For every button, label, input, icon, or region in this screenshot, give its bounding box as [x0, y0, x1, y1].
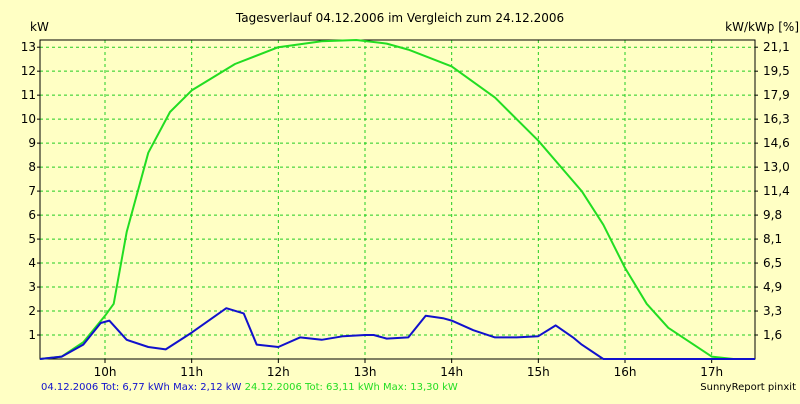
y-tick-label-right: 9,8: [763, 208, 782, 222]
y-tick-label-right: 1,6: [763, 328, 782, 342]
series-layer: [39, 39, 755, 360]
y-tick-label-right: 6,5: [763, 256, 782, 270]
y-tick-label-right: 4,9: [763, 280, 782, 294]
y-tick-label-left: 6: [28, 208, 36, 222]
y-tick-label-right: 14,6: [763, 136, 790, 150]
legend-item-24-12-2006: 24.12.2006 Tot: 63,11 kWh Max: 13,30 kW: [244, 382, 458, 393]
ticks-layer: 123456789101112131,63,34,96,58,19,811,41…: [21, 40, 790, 379]
y-axis-label-left: kW: [30, 20, 49, 34]
y-axis-label-right: kW/kWp [%]: [725, 20, 799, 34]
y-tick-label-right: 3,3: [763, 304, 782, 318]
y-tick-label-left: 5: [28, 232, 36, 246]
x-tick-label: 10h: [94, 365, 117, 379]
y-tick-label-right: 19,5: [763, 64, 790, 78]
y-tick-label-right: 11,4: [763, 184, 790, 198]
y-tick-label-left: 11: [21, 88, 36, 102]
y-tick-label-left: 7: [28, 184, 36, 198]
brand-label: SunnyReport pinxit: [700, 382, 796, 393]
x-tick-label: 11h: [180, 365, 203, 379]
x-tick-label: 16h: [614, 365, 637, 379]
x-tick-label: 13h: [354, 365, 377, 379]
y-tick-label-left: 10: [21, 112, 36, 126]
plot-frame: [39, 39, 756, 360]
y-tick-label-left: 2: [28, 304, 36, 318]
grid-layer: [40, 40, 755, 359]
y-tick-label-right: 21,1: [763, 40, 790, 54]
y-tick-label-left: 13: [21, 40, 36, 54]
series-line-04-12-2006: [39, 307, 755, 360]
y-tick-label-left: 8: [28, 160, 36, 174]
x-tick-label: 17h: [700, 365, 723, 379]
y-tick-label-right: 8,1: [763, 232, 782, 246]
y-tick-label-left: 9: [28, 136, 36, 150]
y-tick-label-right: 16,3: [763, 112, 790, 126]
x-tick-label: 15h: [527, 365, 550, 379]
y-tick-label-right: 17,9: [763, 88, 790, 102]
y-tick-label-left: 1: [28, 328, 36, 342]
x-tick-label: 12h: [267, 365, 290, 379]
y-tick-label-left: 3: [28, 280, 36, 294]
y-tick-label-left: 4: [28, 256, 36, 270]
legend: 04.12.2006 Tot: 6,77 kWh Max: 2,12 kW 24…: [41, 382, 458, 393]
chart-title: Tagesverlauf 04.12.2006 im Vergleich zum…: [235, 11, 564, 25]
y-tick-label-left: 12: [21, 64, 36, 78]
y-tick-label-right: 13,0: [763, 160, 790, 174]
series-line-24-12-2006: [39, 39, 755, 360]
x-tick-label: 14h: [440, 365, 463, 379]
legend-item-04-12-2006: 04.12.2006 Tot: 6,77 kWh Max: 2,12 kW: [41, 382, 242, 393]
